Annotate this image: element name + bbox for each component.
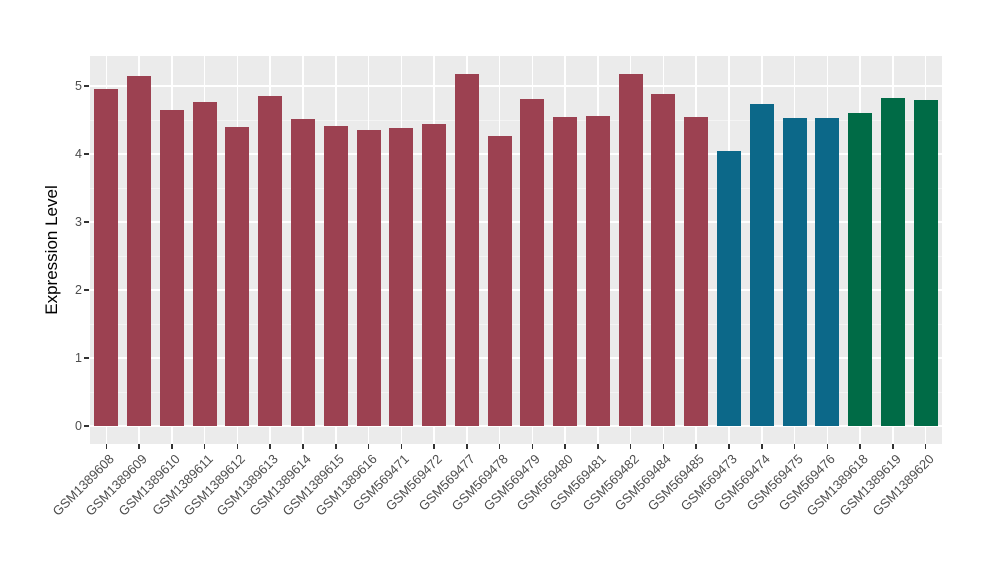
bar-GSM1389611 xyxy=(192,102,217,426)
bar-GSM1389619 xyxy=(880,97,905,426)
x-tick-mark xyxy=(400,444,403,449)
bar-GSM1389608 xyxy=(94,89,119,426)
x-tick-mark xyxy=(760,444,763,449)
bar-GSM1389616 xyxy=(356,129,381,426)
plot-panel xyxy=(90,56,942,444)
bar-GSM569484 xyxy=(651,94,676,426)
gridline-minor-horizontal xyxy=(90,391,942,393)
x-tick-mark xyxy=(597,444,599,449)
gridline-minor-horizontal xyxy=(90,255,942,257)
bar-GSM569477 xyxy=(454,74,479,426)
gridline-minor-horizontal xyxy=(90,119,942,121)
x-tick-mark xyxy=(498,444,501,449)
x-tick-mark xyxy=(269,444,272,449)
bar-GSM569471 xyxy=(389,128,414,426)
y-tick-mark xyxy=(84,425,89,427)
bar-GSM1389618 xyxy=(848,113,873,426)
bar-GSM1389609 xyxy=(127,76,152,426)
y-tick-label: 5 xyxy=(75,79,82,93)
bar-GSM1389615 xyxy=(323,126,348,426)
x-tick-mark xyxy=(203,444,206,449)
bar-GSM569485 xyxy=(684,116,709,426)
bar-GSM569481 xyxy=(585,115,610,426)
bar-GSM569479 xyxy=(520,98,545,426)
bar-GSM569480 xyxy=(553,117,578,426)
x-tick-mark xyxy=(564,444,566,449)
y-tick-mark xyxy=(84,289,89,291)
x-tick-mark xyxy=(629,444,632,449)
x-tick-mark xyxy=(531,444,534,449)
bar-GSM569474 xyxy=(749,104,774,426)
x-tick-mark xyxy=(367,444,370,449)
x-tick-mark xyxy=(793,444,796,449)
gridline-major-horizontal xyxy=(90,221,942,223)
gridline-major-horizontal xyxy=(90,357,942,359)
x-tick-mark xyxy=(302,444,304,449)
x-tick-mark xyxy=(826,444,829,449)
y-tick-label: 1 xyxy=(75,351,82,365)
bar-GSM569472 xyxy=(422,124,447,426)
x-tick-mark xyxy=(105,444,108,449)
bar-GSM1389620 xyxy=(913,100,938,426)
x-tick-mark xyxy=(728,444,730,449)
y-tick-mark xyxy=(84,153,89,155)
bar-GSM569473 xyxy=(717,150,741,426)
bar-GSM569478 xyxy=(487,136,512,426)
x-tick-mark xyxy=(171,444,173,449)
y-tick-label: 3 xyxy=(75,215,82,229)
x-tick-mark xyxy=(859,444,861,449)
bar-GSM1389610 xyxy=(159,110,184,426)
y-tick-mark xyxy=(84,85,89,87)
x-tick-label: GSM1389608 xyxy=(49,451,118,519)
bar-GSM569476 xyxy=(815,117,840,426)
x-tick-mark xyxy=(138,444,140,449)
y-tick-label: 2 xyxy=(75,283,82,297)
bar-GSM1389614 xyxy=(291,119,315,426)
bar-GSM1389613 xyxy=(258,96,283,426)
x-tick-mark xyxy=(236,444,239,449)
y-tick-mark xyxy=(84,357,89,359)
x-tick-mark xyxy=(924,444,927,449)
bar-GSM569475 xyxy=(782,117,807,426)
x-tick-mark xyxy=(334,444,337,449)
gridline-major-horizontal xyxy=(90,425,942,427)
x-tick-mark xyxy=(433,444,435,449)
gridline-major-horizontal xyxy=(90,153,942,155)
gridline-minor-horizontal xyxy=(90,187,942,189)
y-tick-mark xyxy=(84,221,89,223)
y-tick-label: 4 xyxy=(75,147,82,161)
x-tick-mark xyxy=(466,444,468,449)
gridline-major-horizontal xyxy=(90,289,942,291)
x-tick-mark xyxy=(892,444,894,449)
x-tick-mark xyxy=(662,444,665,449)
gridline-major-horizontal xyxy=(90,85,942,87)
bar-GSM1389612 xyxy=(225,127,250,426)
gridline-minor-horizontal xyxy=(90,323,942,325)
y-tick-label: 0 xyxy=(75,419,82,433)
bar-GSM569482 xyxy=(618,73,643,426)
x-tick-mark xyxy=(695,444,698,449)
